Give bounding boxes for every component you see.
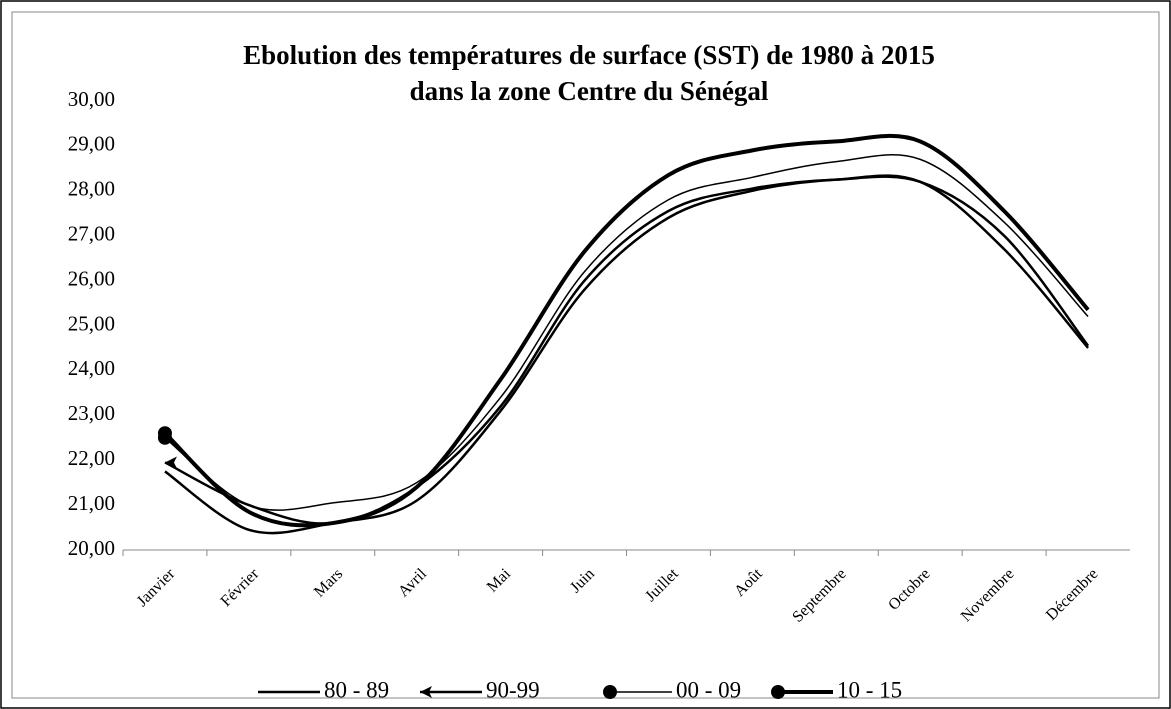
y-tick-label: 29,00 <box>68 132 115 156</box>
y-tick-label: 30,00 <box>68 87 115 111</box>
legend-label: 00 - 09 <box>676 677 741 702</box>
marker <box>603 685 617 699</box>
y-tick-label: 24,00 <box>68 356 115 380</box>
y-tick-label: 20,00 <box>68 536 115 560</box>
legend-label: 10 - 15 <box>837 677 902 702</box>
y-tick-label: 25,00 <box>68 311 115 335</box>
chart-border <box>11 11 1160 699</box>
legend-label: 80 - 89 <box>324 677 389 702</box>
y-tick-label: 23,00 <box>68 401 115 425</box>
marker <box>157 426 172 441</box>
y-tick-label: 21,00 <box>68 491 115 515</box>
chart-title: dans la zone Centre du Sénégal <box>410 76 769 106</box>
marker <box>420 686 432 698</box>
legend-label: 90-99 <box>486 677 540 702</box>
y-tick-label: 26,00 <box>68 266 115 290</box>
y-tick-label: 22,00 <box>68 446 115 470</box>
y-tick-label: 27,00 <box>68 222 115 246</box>
y-tick-label: 28,00 <box>68 177 115 201</box>
chart-title: Ebolution des températures de surface (S… <box>243 40 935 70</box>
marker <box>164 456 177 469</box>
series-line <box>163 133 1090 528</box>
series-line <box>164 154 1089 511</box>
marker <box>771 685 785 699</box>
